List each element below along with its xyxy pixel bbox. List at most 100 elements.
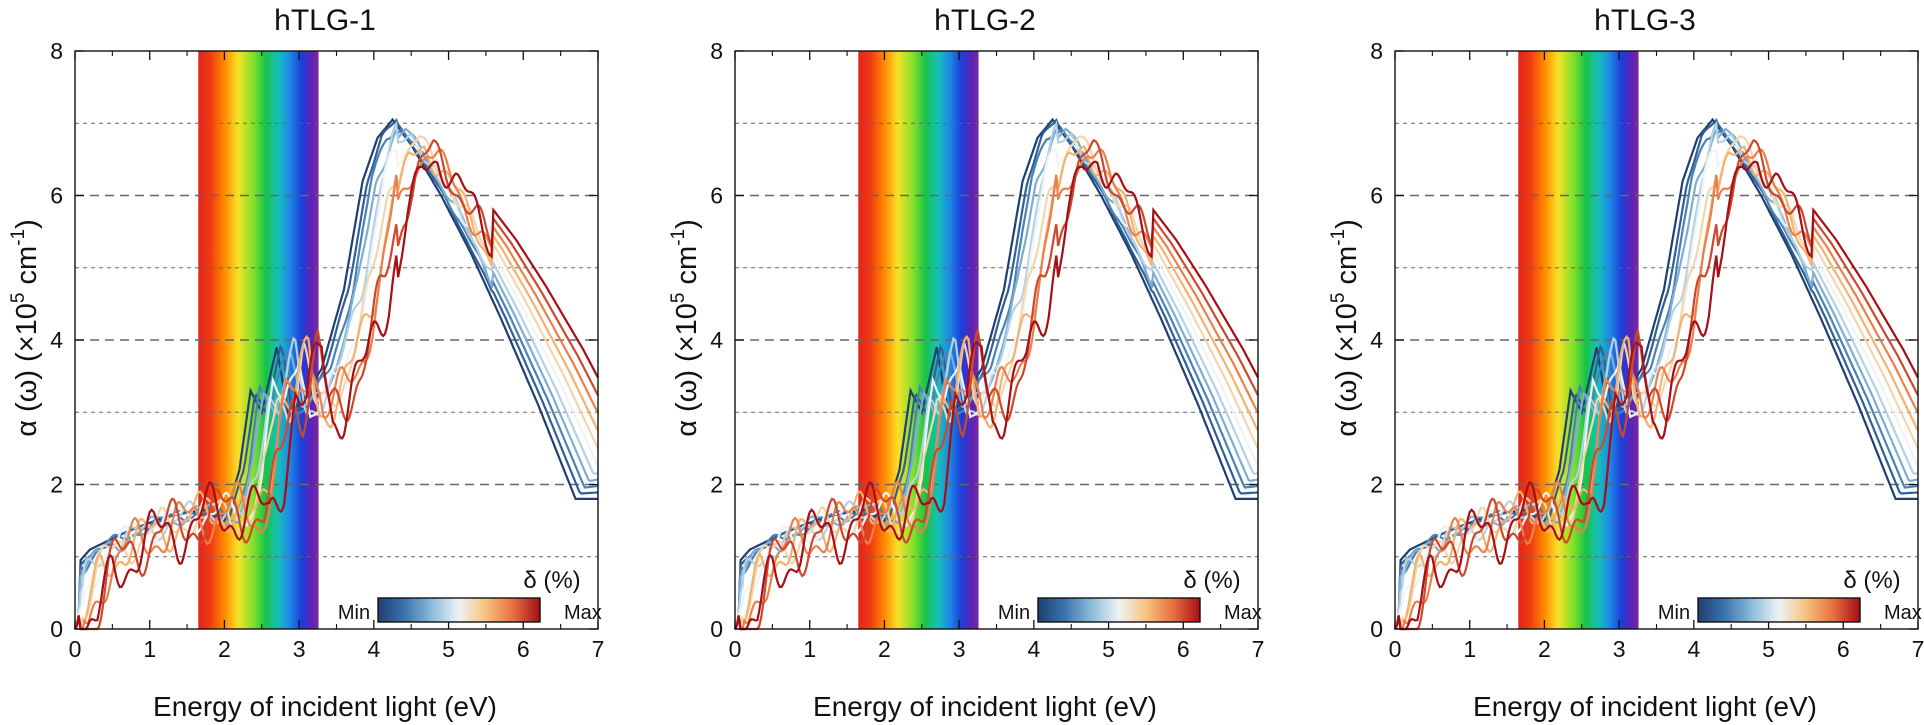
x-tick-label: 6 <box>1837 636 1850 662</box>
plot-area: 0 1 2 3 4 5 6 7 0 2 4 6 8 <box>1370 38 1924 662</box>
y-tick-label: 6 <box>50 183 63 209</box>
y-label-exp: 5 <box>668 293 689 304</box>
x-axis-label: Energy of incident light (eV) <box>813 691 1157 722</box>
colorbar-gradient <box>377 597 541 623</box>
y-label-main: α (ω) (×10 <box>11 303 43 437</box>
x-tick-label: 1 <box>143 636 156 662</box>
y-tick-label: 8 <box>1370 38 1383 64</box>
series-curve <box>734 140 1259 630</box>
chart-title: hTLG-1 <box>274 4 376 37</box>
y-label-exp: 5 <box>8 293 29 304</box>
y-tick-label: 0 <box>1370 616 1383 642</box>
colorbar-title: δ (%) <box>1183 567 1240 594</box>
x-tick-label: 4 <box>367 636 380 662</box>
panel-htlg-2: hTLG-2 Energy of incident light (eV) α (… <box>660 0 1300 725</box>
x-tick-label: 4 <box>1027 636 1040 662</box>
x-tick-label: 1 <box>1463 636 1476 662</box>
x-tick-label: 1 <box>803 636 816 662</box>
colorbar-gradient <box>1037 597 1201 623</box>
series-curve <box>1394 140 1919 630</box>
x-tick-label: 3 <box>1613 636 1626 662</box>
y-label-main: α (ω) (×10 <box>1331 303 1363 437</box>
x-tick-label: 2 <box>1538 636 1551 662</box>
x-tick-label: 4 <box>1687 636 1700 662</box>
y-tick-label: 8 <box>50 38 63 64</box>
x-axis-label: Energy of incident light (eV) <box>1473 691 1817 722</box>
x-tick-label: 7 <box>1912 636 1924 662</box>
colorbar: δ (%) Min Max <box>1658 567 1922 624</box>
chart-svg-2: hTLG-2 Energy of incident light (eV) α (… <box>668 4 1264 722</box>
y-label-close: ) <box>671 219 703 229</box>
y-tick-label: 0 <box>50 616 63 642</box>
x-tick-label: 0 <box>729 636 742 662</box>
series-curve <box>74 148 599 631</box>
y-label-main: α (ω) (×10 <box>671 303 703 437</box>
colorbar-min-label: Min <box>338 602 370 624</box>
colorbar-max-label: Max <box>1884 602 1922 624</box>
colorbar: δ (%) Min Max <box>338 567 602 624</box>
x-tick-label: 5 <box>442 636 455 662</box>
panel-htlg-3: hTLG-3 Energy of incident light (eV) α (… <box>1320 0 1924 725</box>
y-tick-label: 8 <box>710 38 723 64</box>
x-tick-label: 5 <box>1762 636 1775 662</box>
y-axis-label: α (ω) (×105 cm-1) <box>1328 219 1363 437</box>
y-tick-label: 2 <box>710 472 723 498</box>
x-tick-label: 7 <box>592 636 605 662</box>
series-curve <box>74 120 599 630</box>
series-curve <box>1394 160 1919 631</box>
x-tick-label: 0 <box>69 636 82 662</box>
y-tick-label: 6 <box>710 183 723 209</box>
series-curve <box>734 139 1259 631</box>
series-curve <box>734 120 1259 630</box>
y-label-exp: 5 <box>1328 293 1349 304</box>
y-label-close: ) <box>11 219 43 229</box>
x-tick-label: 6 <box>517 636 530 662</box>
series-curve <box>74 145 599 631</box>
chart-title: hTLG-3 <box>1594 4 1696 37</box>
x-axis-label: Energy of incident light (eV) <box>153 691 497 722</box>
series-curve <box>734 145 1259 631</box>
y-tick-label: 0 <box>710 616 723 642</box>
panel-htlg-1: hTLG-1 Energy of incident light (eV) α (… <box>0 0 640 725</box>
y-axis-label: α (ω) (×105 cm-1) <box>668 219 703 437</box>
x-tick-label: 0 <box>1389 636 1402 662</box>
colorbar-title: δ (%) <box>1843 567 1900 594</box>
y-tick-label: 2 <box>1370 472 1383 498</box>
y-tick-label: 4 <box>50 327 63 353</box>
chart-title: hTLG-2 <box>934 4 1036 37</box>
y-label-unit-exp: -1 <box>8 229 29 246</box>
series-curve <box>1394 145 1919 631</box>
colorbar-gradient <box>1697 597 1861 623</box>
colorbar-max-label: Max <box>1224 602 1262 624</box>
x-tick-label: 7 <box>1252 636 1265 662</box>
series-curve <box>1394 120 1919 630</box>
y-label-close: ) <box>1331 219 1363 229</box>
x-tick-label: 5 <box>1102 636 1115 662</box>
plot-area: 0 1 2 3 4 5 6 7 0 2 4 6 8 <box>710 38 1264 662</box>
y-label-unit: cm <box>671 246 703 293</box>
x-tick-label: 6 <box>1177 636 1190 662</box>
series-curve <box>1394 148 1919 631</box>
colorbar-title: δ (%) <box>523 567 580 594</box>
series-curve <box>74 139 599 631</box>
y-label-unit-exp: -1 <box>668 229 689 246</box>
series-curve <box>734 160 1259 631</box>
colorbar-min-label: Min <box>1658 602 1690 624</box>
colorbar-min-label: Min <box>998 602 1030 624</box>
y-tick-label: 6 <box>1370 183 1383 209</box>
y-tick-label: 2 <box>50 472 63 498</box>
y-axis-label: α (ω) (×105 cm-1) <box>8 219 43 437</box>
series-curve <box>734 148 1259 631</box>
series-curve <box>1394 139 1919 631</box>
colorbar-max-label: Max <box>564 602 602 624</box>
y-tick-label: 4 <box>710 327 723 353</box>
series-curve <box>74 160 599 631</box>
series-curve <box>734 127 1259 630</box>
x-tick-label: 2 <box>878 636 891 662</box>
series-curve <box>1394 127 1919 630</box>
x-tick-label: 2 <box>218 636 231 662</box>
chart-svg-1: hTLG-1 Energy of incident light (eV) α (… <box>8 4 605 722</box>
chart-svg-3: hTLG-3 Energy of incident light (eV) α (… <box>1328 4 1924 722</box>
series-curve <box>74 127 599 630</box>
